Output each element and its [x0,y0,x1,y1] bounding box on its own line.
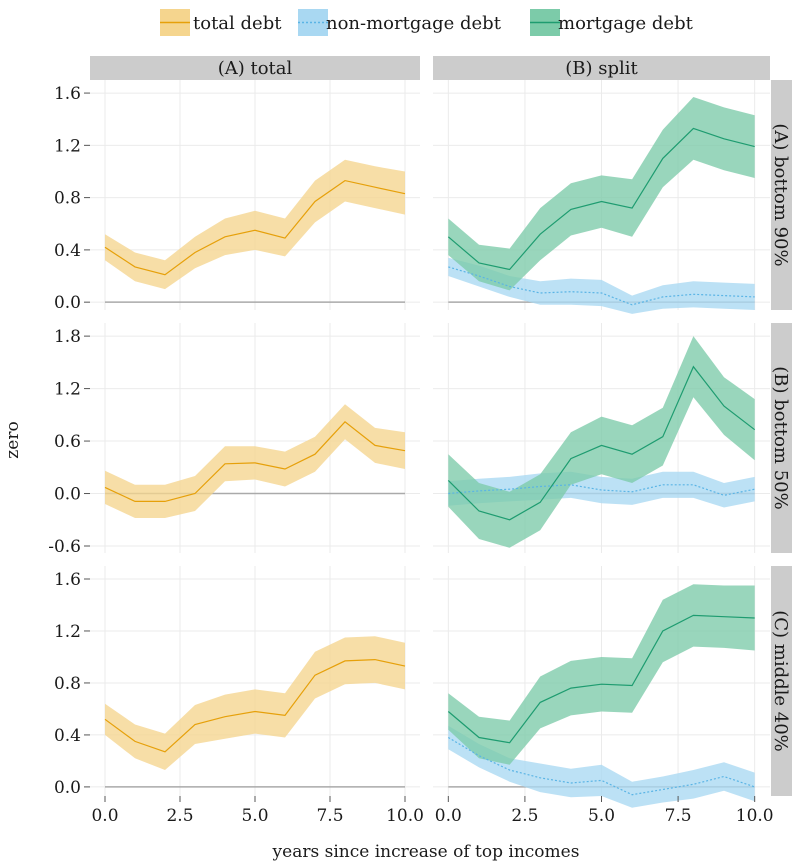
x-tick-label: 5.0 [588,806,615,826]
row-strip [771,323,792,553]
total-ci-band [105,404,405,518]
non-mortgage-ci-band [448,257,755,314]
y-tick-label: 0.0 [54,485,81,505]
mortgage-ci-band [448,336,755,548]
mortgage-line [447,614,755,744]
y-tick-label: 0.4 [54,241,81,261]
y-tick-label: 0.8 [54,189,81,209]
legend-label: non-mortgage debt [326,13,502,34]
column-strip [433,56,770,80]
y-tick-label: -0.6 [48,537,81,557]
column-strip-label: (B) split [565,58,638,79]
y-tick-label: 1.6 [54,570,81,590]
row-strip-label: (C) middle 40% [770,610,791,752]
y-tick-label: 0.4 [54,726,81,746]
non-mortgage-line [448,266,755,306]
y-tick-label: 0.0 [54,293,81,313]
x-tick-label: 2.5 [511,806,538,826]
panel [433,566,770,808]
x-tick-label: 5.0 [241,806,268,826]
y-tick-label: 1.6 [54,84,81,104]
y-tick-label: 1.2 [54,380,81,400]
x-tick-label: 10.0 [736,806,774,826]
x-tick-label: 10.0 [386,806,424,826]
mortgage-ci-band [448,584,755,765]
panels [90,80,770,808]
total-line [104,658,406,753]
legend-label: mortgage debt [558,13,694,34]
panel [90,323,420,553]
column-strip-label: (A) total [218,58,293,79]
legend: total debt non-mortgage debt mortgage debt [160,9,694,36]
x-axis-title: years since increase of top incomes [272,842,580,862]
total-ci-band [105,159,405,290]
panel [90,80,420,310]
row-strip [771,566,792,796]
y-tick-label: 0.8 [54,674,81,694]
column-strip [90,56,420,80]
row-strip-label: (B) bottom 50% [770,366,791,509]
non-mortgage-line [448,484,755,496]
total-line [104,420,406,502]
y-tick-label: 1.8 [54,327,81,347]
total-ci-band [105,636,405,770]
y-axis-title: zero [3,421,23,458]
panel [433,323,770,553]
y-tick-label: 1.2 [54,136,81,156]
row-strip [771,80,792,310]
x-tick-label: 0.0 [435,806,462,826]
row-strip-label: (A) bottom 90% [770,123,791,266]
non-mortgage-line [447,736,755,796]
strip-labels: (A) total (B) split (A) bottom 90% (B) bott… [90,56,792,796]
x-tick-label: 7.5 [665,806,692,826]
x-tick-label: 0.0 [91,806,118,826]
mortgage-line [447,127,755,271]
y-tick-label: 1.2 [54,622,81,642]
x-tick-label: 7.5 [316,806,343,826]
total-line [104,179,406,276]
axes: 0.0 0.4 0.8 1.2 1.6 -0.6 0.0 0.6 1.2 1.8 0.0 0.4 0.8… [48,84,773,826]
mortgage-line [447,365,756,521]
y-tick-label: 0.6 [54,432,81,452]
mortgage-ci-band [448,97,755,291]
non-mortgage-ci-band [448,725,755,808]
panel [433,80,770,314]
panel [90,566,420,796]
x-tick-label: 2.5 [166,806,193,826]
legend-label: total debt [193,13,282,34]
y-tick-label: 0.0 [54,778,81,798]
